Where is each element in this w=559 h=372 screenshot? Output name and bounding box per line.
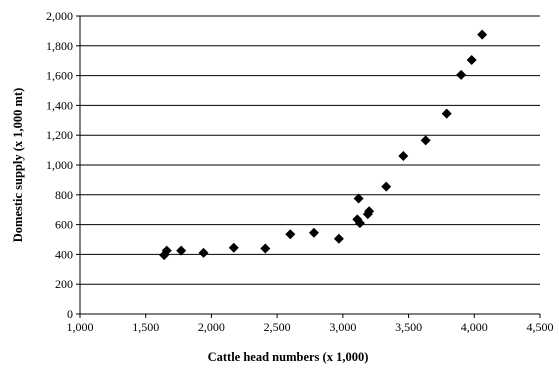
y-tick-label: 1,200: [46, 128, 73, 142]
data-point: [308, 227, 319, 238]
y-tick-label: 0: [67, 307, 73, 321]
x-tick-label: 1,000: [67, 320, 94, 334]
data-point: [456, 69, 467, 80]
x-tick-label: 1,500: [132, 320, 159, 334]
data-point: [354, 218, 365, 229]
x-tick-label: 2,000: [198, 320, 225, 334]
y-tick-label: 1,800: [46, 39, 73, 53]
data-points: [159, 29, 488, 261]
data-point: [161, 245, 172, 256]
y-tick-label: 200: [55, 277, 73, 291]
x-tick-label: 3,500: [395, 320, 422, 334]
data-point: [353, 193, 364, 204]
x-tick-label: 3,000: [329, 320, 356, 334]
data-point: [364, 206, 375, 217]
x-tick-label: 4,000: [461, 320, 488, 334]
data-point: [398, 151, 409, 162]
data-point: [260, 243, 271, 254]
data-point: [420, 135, 431, 146]
y-tick-label: 600: [55, 218, 73, 232]
y-tick-label: 400: [55, 247, 73, 261]
data-point: [381, 181, 392, 192]
y-tick-labels: 0 200 400 600 800 1,000 1,200 1,400 1,600 1,800 2,…: [46, 9, 73, 321]
y-tick-label: 800: [55, 188, 73, 202]
data-point: [441, 108, 452, 119]
data-point: [176, 245, 187, 256]
data-point: [477, 29, 488, 40]
y-tick-label: 2,000: [46, 9, 73, 23]
x-tick-label: 4,500: [527, 320, 554, 334]
data-point: [333, 233, 344, 244]
data-point: [285, 229, 296, 240]
x-axis-title: Cattle head numbers (x 1,000): [208, 350, 369, 364]
y-tick-label: 1,400: [46, 98, 73, 112]
x-tick-label: 2,500: [264, 320, 291, 334]
data-point: [228, 242, 239, 253]
data-point: [198, 247, 209, 258]
gridlines: [80, 15, 540, 285]
data-point: [466, 54, 477, 65]
y-tick-label: 1,000: [46, 158, 73, 172]
axes: [76, 15, 541, 318]
y-tick-label: 1,600: [46, 69, 73, 83]
y-axis-title: Domestic supply (x 1,000 mt): [11, 88, 25, 243]
x-tick-labels: 1,000 1,500 2,000 2,500 3,000 3,500 4,000 4,500: [67, 320, 554, 334]
